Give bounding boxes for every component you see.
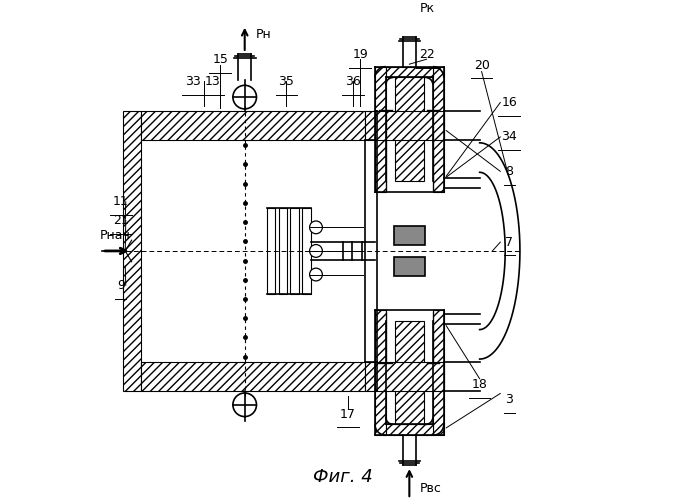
Bar (123, 111, 141, 391)
Text: 34: 34 (501, 130, 517, 143)
Text: 21: 21 (113, 214, 129, 227)
Circle shape (233, 86, 257, 109)
Text: 13: 13 (205, 75, 221, 88)
Text: 18: 18 (472, 378, 488, 391)
Text: 3: 3 (505, 393, 513, 406)
Bar (394, 226, 425, 245)
Bar (375, 310, 386, 435)
Bar (141, 111, 365, 140)
Text: 33: 33 (185, 75, 201, 88)
Text: 17: 17 (340, 408, 356, 420)
Text: Рк: Рк (420, 2, 436, 15)
Text: 15: 15 (212, 53, 228, 66)
Bar (375, 362, 377, 391)
Text: 7: 7 (505, 236, 513, 248)
Bar (375, 111, 377, 140)
Text: 16: 16 (501, 96, 517, 109)
Text: 8: 8 (505, 165, 513, 178)
Text: 9: 9 (117, 279, 125, 292)
Bar (279, 208, 287, 294)
Bar (433, 310, 444, 435)
Bar (433, 66, 444, 192)
Bar (365, 111, 377, 140)
Bar (365, 362, 377, 391)
Bar (375, 66, 386, 192)
Bar (395, 78, 423, 181)
Text: Рн: Рн (255, 28, 271, 41)
Bar (303, 208, 311, 294)
Text: 19: 19 (353, 48, 368, 61)
Text: Фиг. 4: Фиг. 4 (313, 468, 373, 486)
Text: Рнач: Рнач (99, 228, 130, 241)
Text: 11: 11 (113, 196, 129, 208)
Bar (395, 320, 423, 424)
Circle shape (309, 244, 322, 258)
Bar (386, 66, 433, 78)
Bar (375, 362, 444, 391)
Text: Рвс: Рвс (420, 482, 442, 495)
Circle shape (309, 268, 322, 281)
Bar (267, 208, 275, 294)
Text: 35: 35 (279, 75, 294, 88)
Bar (386, 424, 433, 435)
Text: 36: 36 (345, 75, 361, 88)
Bar (141, 362, 365, 391)
Text: 22: 22 (418, 48, 434, 61)
Circle shape (233, 393, 257, 416)
Text: 20: 20 (473, 58, 490, 71)
Bar (394, 257, 425, 276)
Bar (375, 111, 444, 140)
Bar (290, 208, 299, 294)
Circle shape (309, 221, 322, 234)
